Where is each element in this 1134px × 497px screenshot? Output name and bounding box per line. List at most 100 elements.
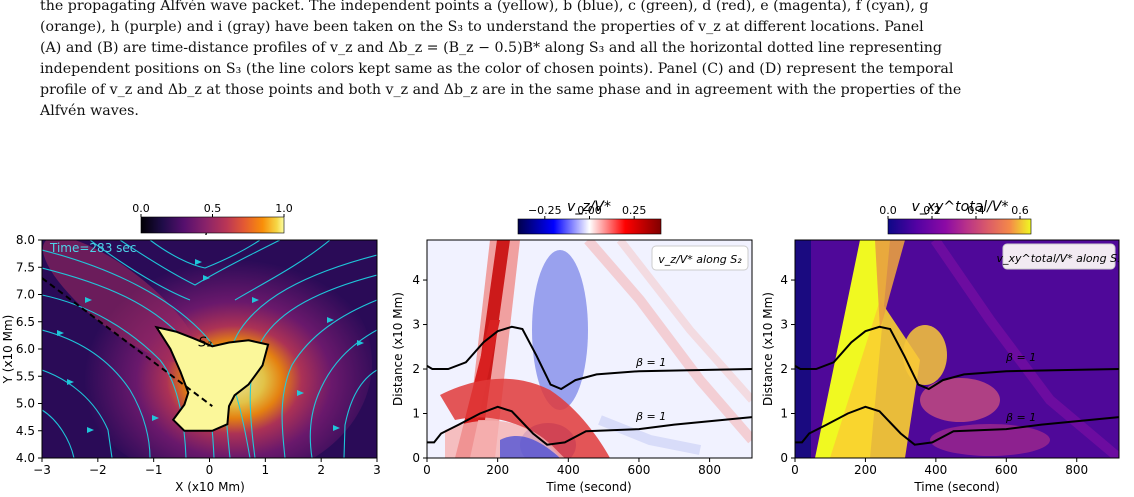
legend-b-label: v_z/V* along S₂ — [658, 253, 742, 266]
beta1-label-lower-b: β = 1 — [635, 410, 666, 423]
xtick-label: 400 — [557, 463, 580, 477]
streamline-3 — [42, 329, 151, 458]
streamline-8 — [281, 299, 377, 458]
cbar-tick-label: 0.0 — [879, 204, 897, 217]
ylabel-a: Y (x10 Mm) — [1, 315, 15, 385]
xtick-label: 600 — [628, 463, 651, 477]
time-stamp: Time=283 sec — [49, 241, 136, 255]
panel-beta: β 0.00.51.0 S₂ Time=283 sec −3−2−101234.… — [1, 202, 381, 494]
ytick-label: 3 — [412, 318, 420, 332]
beta1-label-upper-b: β = 1 — [635, 356, 666, 369]
streamline-7 — [249, 274, 377, 458]
ytick-label: 4.0 — [16, 451, 35, 465]
s2-label: S₂ — [198, 335, 211, 350]
beta1-upper-line-c — [795, 325, 1119, 391]
xlabel-c: Time (second) — [913, 480, 999, 494]
ytick-label: 3 — [780, 318, 788, 332]
colorbar-c-label: v_xy^total/V* — [912, 199, 1009, 215]
ytick-label: 5.0 — [16, 397, 35, 411]
streamline-arrow — [327, 317, 334, 323]
streamline-10 — [343, 369, 377, 458]
xtick-label: 800 — [1065, 463, 1088, 477]
streamline-12 — [149, 240, 261, 269]
ytick-label: 8.0 — [16, 233, 35, 247]
xtick-label: 600 — [995, 463, 1018, 477]
ytick-label: 7.0 — [16, 288, 35, 302]
ytick-label: 0 — [780, 451, 788, 465]
ytick-label: 7.5 — [16, 260, 35, 274]
xtick-label: −2 — [89, 463, 107, 477]
cbar-tick-label: 0.6 — [1011, 204, 1029, 217]
ytick-label: 0 — [412, 451, 420, 465]
streamline-14 — [234, 240, 331, 301]
xlabel-a: X (x10 Mm) — [175, 480, 245, 494]
xtick-label: −1 — [145, 463, 163, 477]
xtick-label: 200 — [486, 463, 509, 477]
beta1-upper-line-b — [427, 325, 752, 391]
streamline-arrow — [252, 297, 259, 303]
cbar-tick-label: −0.25 — [528, 204, 562, 217]
ytick-label: 1 — [780, 407, 788, 421]
axes-c-frame — [794, 239, 1120, 459]
vz-blue-band — [532, 250, 588, 410]
xtick-label: 2 — [317, 463, 325, 477]
s2-dashed-line — [42, 277, 213, 407]
xtick-label: 3 — [373, 463, 381, 477]
streamline-arrow — [57, 330, 64, 336]
axes-b-frame — [426, 239, 753, 459]
xtick-label: 800 — [698, 463, 721, 477]
cbar-tick-label: 0.0 — [132, 202, 150, 215]
cbar-tick-label: 0.5 — [204, 202, 222, 215]
xtick-label: 0 — [791, 463, 799, 477]
streamline-arrow — [357, 340, 364, 346]
colorbar-a — [140, 216, 285, 234]
colorbar-b — [517, 218, 662, 235]
cbar-tick-label: 0.4 — [967, 204, 985, 217]
ytick-label: 2 — [412, 362, 420, 376]
streamline-arrow — [333, 425, 340, 431]
ytick-label: 1 — [412, 407, 420, 421]
beta1-label-upper-c: β = 1 — [1005, 351, 1036, 364]
caption-line-6: Alfvén waves. — [40, 103, 139, 119]
streamline-0 — [42, 249, 251, 458]
beta1-lower-line-b — [427, 405, 752, 446]
ylabel-c: Distance (x10 Mm) — [761, 292, 775, 406]
streamline-4 — [42, 369, 113, 458]
streamline-arrow — [67, 379, 74, 385]
xtick-label: 400 — [924, 463, 947, 477]
caption-line-1: the propagating Alfvén wave packet. The … — [40, 0, 929, 14]
caption-line-3: (A) and (B) are time-distance profiles o… — [40, 40, 943, 56]
beta1-contour-map — [154, 325, 270, 432]
xtick-label: 0 — [206, 463, 214, 477]
xtick-label: 0 — [423, 463, 431, 477]
streamline-arrow — [85, 297, 92, 303]
xtick-label: 200 — [854, 463, 877, 477]
vz-red-lower — [440, 378, 610, 458]
ylabel-b: Distance (x10 Mm) — [391, 292, 405, 406]
ytick-label: 5.5 — [16, 369, 35, 383]
caption-line-5: profile of v_z and Δb_z at those points … — [40, 82, 962, 98]
cbar-tick-label: 1.0 — [275, 202, 293, 215]
panel-vz: v_z/V* −0.25 0.00 0.25 β = 1 β = 1 v_z/V* … — [391, 199, 753, 494]
ytick-label: 4 — [780, 273, 788, 287]
ytick-label: 6.5 — [16, 315, 35, 329]
cbar-tick-label: 0.2 — [923, 204, 941, 217]
cbar-tick-label: 0.00 — [577, 204, 602, 217]
legend-b — [651, 245, 749, 271]
streamline-9 — [309, 329, 377, 458]
streamline-13 — [89, 240, 191, 301]
xtick-label: 1 — [262, 463, 270, 477]
ytick-label: 4.5 — [16, 424, 35, 438]
streamline-arrow — [297, 390, 304, 396]
caption-line-4: independent positions on S₃ (the line co… — [40, 61, 954, 77]
caption-line-2: (orange), h (purple) and i (gray) have b… — [40, 19, 924, 35]
streamline-arrow — [195, 259, 202, 265]
streamline-arrow — [203, 275, 210, 281]
streamline-5 — [42, 409, 75, 458]
legend-c — [1002, 243, 1116, 270]
streamline-arrow — [152, 415, 159, 421]
colorbar-c — [887, 218, 1032, 235]
beta1-lower-line-c — [795, 405, 1119, 446]
streamline-11 — [119, 240, 281, 286]
